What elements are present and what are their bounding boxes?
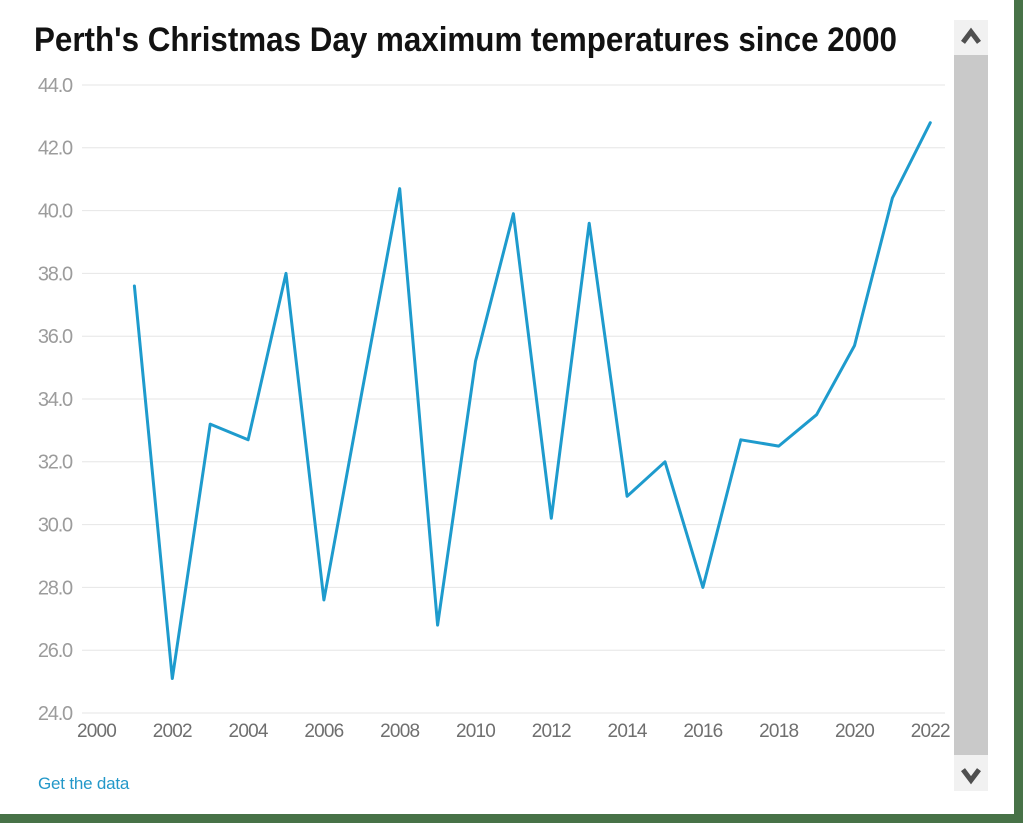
- svg-text:2000: 2000: [77, 721, 116, 742]
- svg-text:2018: 2018: [759, 721, 798, 742]
- svg-text:2012: 2012: [532, 721, 571, 742]
- svg-text:2010: 2010: [456, 721, 495, 742]
- svg-text:34.0: 34.0: [38, 389, 73, 411]
- svg-text:2014: 2014: [608, 721, 648, 742]
- svg-text:2022: 2022: [911, 721, 950, 742]
- svg-text:2020: 2020: [835, 721, 874, 742]
- svg-text:42.0: 42.0: [38, 138, 73, 160]
- svg-text:30.0: 30.0: [38, 515, 73, 537]
- svg-text:38.0: 38.0: [38, 263, 73, 285]
- svg-text:26.0: 26.0: [38, 640, 73, 662]
- svg-text:2006: 2006: [304, 721, 343, 742]
- svg-text:2002: 2002: [153, 721, 192, 742]
- svg-text:2008: 2008: [380, 721, 419, 742]
- svg-text:44.0: 44.0: [38, 75, 73, 97]
- svg-text:40.0: 40.0: [38, 201, 73, 223]
- svg-text:24.0: 24.0: [38, 703, 73, 725]
- svg-text:28.0: 28.0: [38, 577, 73, 599]
- svg-text:2016: 2016: [683, 721, 722, 742]
- svg-text:36.0: 36.0: [38, 326, 73, 348]
- svg-text:32.0: 32.0: [38, 452, 73, 474]
- svg-text:2004: 2004: [229, 721, 269, 742]
